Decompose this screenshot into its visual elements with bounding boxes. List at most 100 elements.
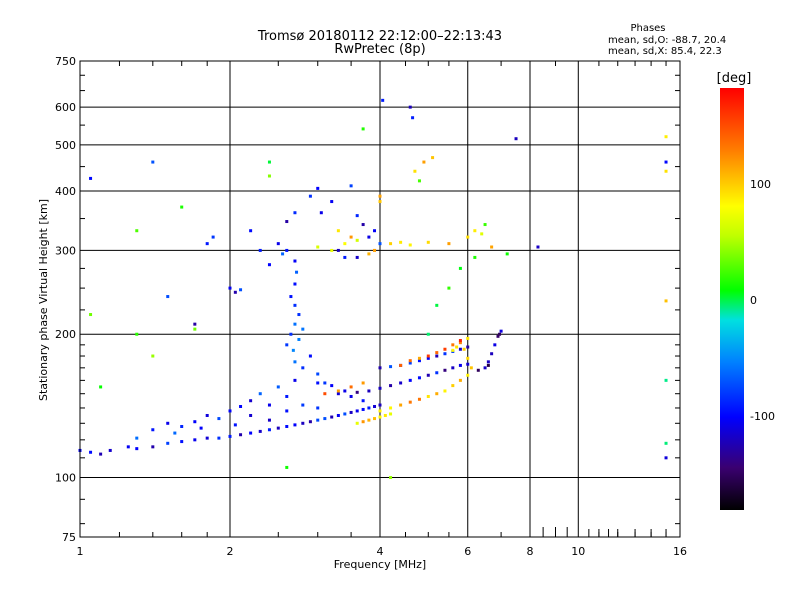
- data-point: [135, 332, 139, 336]
- colorbar-tick-100: 100: [750, 178, 771, 191]
- data-point: [330, 384, 334, 388]
- data-point: [293, 211, 297, 215]
- data-point: [435, 392, 439, 396]
- data-point: [217, 417, 221, 421]
- data-point: [355, 421, 359, 425]
- data-point: [258, 392, 262, 396]
- chart-subtitle: RwPretec (8p): [334, 42, 425, 57]
- data-point: [378, 403, 382, 407]
- data-point: [413, 169, 417, 173]
- data-point: [408, 378, 412, 382]
- data-point: [367, 235, 371, 239]
- data-point: [217, 436, 221, 440]
- data-point: [228, 434, 232, 438]
- plot-frame: [79, 60, 681, 538]
- data-point: [383, 413, 387, 417]
- data-point: [483, 366, 487, 370]
- data-point: [458, 363, 462, 367]
- data-point: [378, 194, 382, 198]
- data-point: [233, 290, 237, 294]
- data-point: [301, 421, 305, 425]
- data-point: [451, 343, 455, 347]
- data-point: [267, 403, 271, 407]
- data-point: [426, 356, 430, 360]
- y-tick-label: 200: [55, 328, 76, 341]
- data-point: [126, 445, 130, 449]
- data-point: [166, 421, 170, 425]
- data-point: [378, 200, 382, 204]
- data-point: [349, 184, 353, 188]
- data-point: [435, 351, 439, 355]
- data-point: [466, 356, 470, 360]
- data-point: [399, 363, 403, 367]
- data-point: [536, 245, 540, 249]
- data-point: [361, 420, 365, 424]
- data-point: [233, 423, 237, 427]
- data-point: [443, 368, 447, 372]
- x-tick-label: 6: [464, 545, 471, 558]
- data-point: [493, 343, 497, 347]
- data-point: [455, 345, 459, 349]
- data-point: [378, 366, 382, 370]
- data-point: [336, 413, 340, 417]
- data-point: [323, 417, 327, 421]
- chart-title: Tromsø 20180112 22:12:00–22:13:43: [257, 29, 502, 44]
- data-point: [466, 336, 470, 340]
- y-axis-label: Stationary phase Virtual Height [km]: [37, 199, 50, 401]
- data-point: [151, 428, 155, 432]
- data-point: [417, 376, 421, 380]
- data-point: [289, 295, 293, 299]
- data-point: [285, 424, 289, 428]
- data-point: [239, 405, 243, 409]
- data-point: [458, 341, 462, 345]
- data-point: [349, 385, 353, 389]
- data-point: [308, 354, 312, 358]
- data-point: [367, 418, 371, 422]
- data-point: [135, 229, 139, 233]
- data-point: [355, 214, 359, 218]
- data-point: [336, 229, 340, 233]
- data-point: [435, 354, 439, 358]
- data-point: [355, 390, 359, 394]
- data-point: [664, 456, 668, 460]
- data-point: [293, 322, 297, 326]
- data-point: [267, 263, 271, 267]
- data-point: [301, 403, 305, 407]
- data-point: [267, 160, 271, 164]
- data-point: [249, 229, 253, 233]
- y-tick-label: 400: [55, 185, 76, 198]
- data-point: [417, 359, 421, 363]
- data-point: [308, 194, 312, 198]
- data-point: [361, 381, 365, 385]
- data-point: [343, 242, 347, 246]
- data-point: [285, 343, 289, 347]
- data-point: [408, 400, 412, 404]
- data-point: [151, 354, 155, 358]
- data-point: [469, 366, 473, 370]
- data-point: [336, 389, 340, 393]
- data-point: [480, 232, 484, 236]
- data-point: [173, 431, 177, 435]
- data-point: [389, 384, 393, 388]
- data-point: [293, 259, 297, 263]
- data-point: [293, 282, 297, 286]
- data-point: [466, 362, 470, 366]
- data-point: [426, 332, 430, 336]
- data-point: [389, 365, 393, 369]
- data-point: [514, 137, 518, 141]
- data-point: [285, 409, 289, 413]
- data-point: [458, 266, 462, 270]
- info-line-x: mean, sd,X: 85.4, 22.3: [608, 46, 722, 57]
- data-point: [316, 406, 320, 410]
- data-point: [426, 240, 430, 244]
- data-point: [367, 389, 371, 393]
- y-tick-label: 500: [55, 139, 76, 152]
- data-point: [373, 248, 377, 252]
- data-point: [316, 245, 320, 249]
- data-point: [466, 345, 470, 349]
- data-point: [473, 229, 477, 233]
- data-point: [330, 200, 334, 204]
- data-point: [417, 179, 421, 183]
- data-point: [355, 409, 359, 413]
- data-point: [505, 252, 509, 256]
